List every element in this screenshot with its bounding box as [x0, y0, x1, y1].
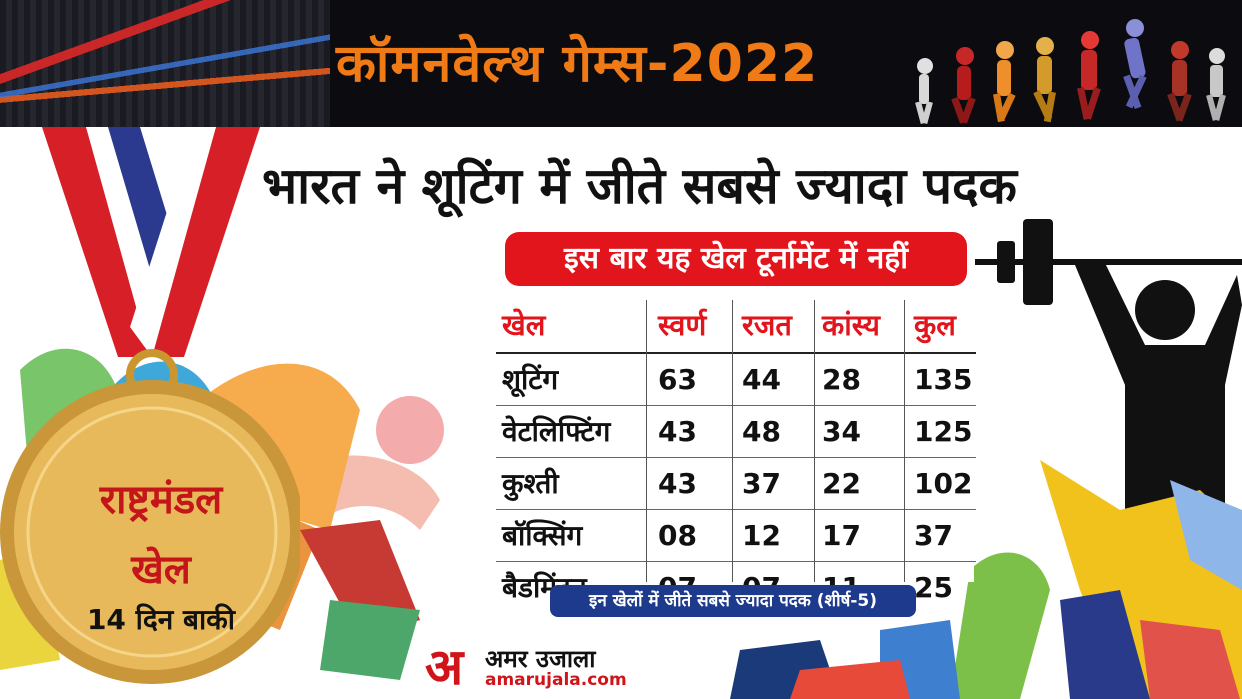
barbell-collar: [997, 241, 1015, 283]
cell-sport: वेटलिफ्टिंग: [502, 415, 611, 448]
athlete-silhouette-1: [915, 58, 933, 125]
cell-gold: 43: [658, 467, 697, 500]
table-header-row: खेल स्वर्ण रजत कांस्य कुल: [496, 300, 976, 354]
medal-ribbon: [42, 127, 260, 357]
table-divider: [732, 300, 733, 582]
footnote-badge: इन खेलों में जीते सबसे ज्यादा पदक (शीर्ष…: [550, 585, 916, 617]
athlete-silhouette-4: [1033, 37, 1056, 123]
cell-bronze: 28: [822, 363, 861, 396]
athlete-silhouette-7: [1167, 41, 1192, 122]
table-row: बॉक्सिंग 08 12 17 37: [496, 510, 976, 562]
cell-silver: 12: [742, 519, 781, 552]
cell-gold: 08: [658, 519, 697, 552]
banner-decoration: [0, 0, 330, 127]
table-row: कुश्ती 43 37 22 102: [496, 458, 976, 510]
cell-silver: 37: [742, 467, 781, 500]
athletes-illustration: [915, 19, 1226, 125]
medal-rim: [26, 406, 278, 658]
header-bronze: कांस्य: [822, 308, 880, 342]
cell-gold: 63: [658, 363, 697, 396]
cell-sport: शूटिंग: [502, 363, 559, 396]
header-gold: स्वर्ण: [658, 308, 707, 342]
cell-total: 37: [914, 519, 953, 552]
athlete-coral: [1140, 620, 1240, 699]
athlete-silhouette-2: [951, 47, 976, 124]
athlete-silhouette-6: [1123, 19, 1147, 109]
table-divider: [646, 300, 647, 582]
medal-line-1: राष्ट्रमंडल: [99, 477, 223, 523]
athlete-silhouette-3: [993, 41, 1016, 123]
medal-line-3: 14 दिन बाकी: [86, 603, 236, 636]
table-divider: [814, 300, 815, 582]
logo-url: amarujala.com: [485, 670, 627, 690]
cell-total: 102: [914, 467, 973, 500]
cell-sport: कुश्ती: [502, 467, 559, 500]
athlete-light-blue: [1170, 480, 1242, 590]
athlete-silhouette-5: [1077, 31, 1101, 120]
lifter-head: [1135, 280, 1195, 340]
sports-background: [730, 460, 1242, 699]
cell-bronze: 17: [822, 519, 861, 552]
medal-inner: [14, 394, 290, 670]
barbell-plate: [1023, 219, 1053, 305]
cell-total: 135: [914, 363, 973, 396]
cell-bronze: 22: [822, 467, 861, 500]
logo-name: अमर उजाला: [485, 645, 596, 673]
amar-ujala-logo: अ अमर उजाला amarujala.com: [425, 640, 635, 694]
top-banner: कॉमनवेल्थ गेम्स-2022: [0, 0, 1242, 127]
subheading-badge: इस बार यह खेल टूर्नामेंट में नहीं: [505, 232, 967, 286]
cell-total: 25: [914, 571, 953, 604]
cell-bronze: 34: [822, 415, 861, 448]
medal-illustration: [0, 127, 300, 684]
cell-gold: 43: [658, 415, 697, 448]
weightlifter-silhouette: [975, 219, 1242, 545]
cell-sport: बॉक्सिंग: [502, 519, 583, 552]
cell-silver: 44: [742, 363, 781, 396]
medal-line-2: खेल: [131, 547, 191, 593]
header-total: कुल: [914, 308, 956, 342]
lifter-body: [1075, 263, 1242, 545]
header-silver: रजत: [742, 308, 792, 342]
cell-total: 125: [914, 415, 973, 448]
athlete-green: [950, 552, 1050, 699]
athlete-red: [790, 660, 910, 699]
runner-foot-green: [320, 600, 420, 680]
runner-head-pink: [376, 396, 444, 464]
headline: भारत ने शूटिंग में जीते सबसे ज्यादा पदक: [262, 157, 1017, 215]
header-sport: खेल: [502, 308, 546, 342]
banner-title: कॉमनवेल्थ गेम्स-2022: [336, 34, 819, 94]
logo-glyph: अ: [425, 638, 464, 696]
table-row: वेटलिफ्टिंग 43 48 34 125: [496, 406, 976, 458]
cell-silver: 48: [742, 415, 781, 448]
table-row: शूटिंग 63 44 28 135: [496, 354, 976, 406]
table-divider: [904, 300, 905, 582]
athlete-silhouette-8: [1206, 48, 1226, 121]
barbell-bar: [975, 259, 1242, 265]
athlete-navy: [1060, 590, 1150, 699]
